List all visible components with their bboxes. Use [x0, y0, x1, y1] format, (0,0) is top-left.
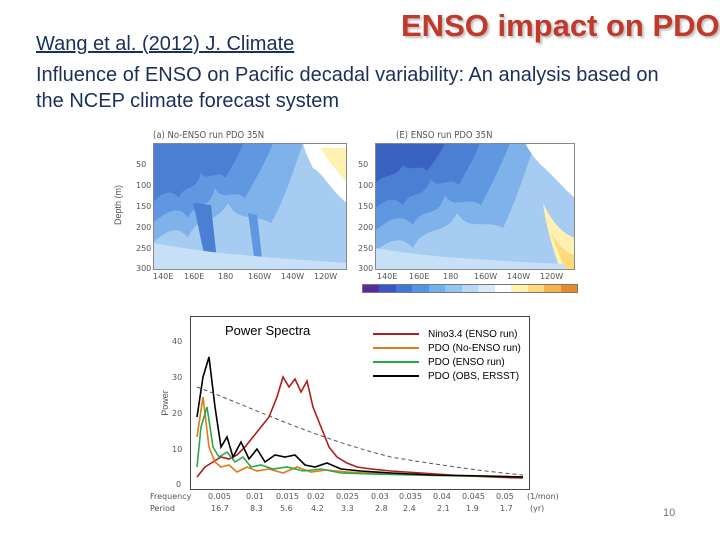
- panel-b-xtick: 180: [443, 272, 459, 281]
- freq-tick: 0.015: [276, 492, 299, 501]
- panel-a-ytick: 50: [136, 160, 147, 169]
- period-tick: 2.4: [403, 504, 416, 513]
- spectra-title: Power Spectra: [225, 323, 311, 338]
- period-tick: 2.1: [437, 504, 450, 513]
- page-number: 10: [663, 507, 676, 519]
- colorbar-swatch: [363, 285, 380, 292]
- colorbar-swatch: [511, 285, 528, 292]
- colorbar-swatch: [412, 285, 429, 292]
- legend-entry: PDO (ENSO run): [373, 355, 521, 369]
- period-tick: 3.3: [341, 504, 354, 513]
- freq-tick: 0.04: [433, 492, 451, 501]
- freq-tick: 0.025: [336, 492, 359, 501]
- panel-b-xtick: 140W: [507, 272, 531, 281]
- panel-b-title: (E) ENSO run PDO 35N: [396, 130, 493, 141]
- panel-b-xtick: 160E: [409, 272, 430, 281]
- period-tick: 2.8: [375, 504, 388, 513]
- spectra-ytick: 0: [176, 480, 182, 489]
- panel-b-xtick: 120W: [540, 272, 564, 281]
- period-tick: 4.2: [311, 504, 324, 513]
- spectra-curves: [196, 356, 524, 479]
- legend-swatch: [373, 361, 419, 363]
- panel-a-ytick: 250: [136, 244, 152, 253]
- period-tick: 5.6: [280, 504, 293, 513]
- panel-b-xtick: 160W: [474, 272, 498, 281]
- panel-a-contour-map: [153, 143, 347, 270]
- period-tick: 16.7: [211, 504, 229, 513]
- colorbar-swatch: [494, 285, 512, 292]
- colorbar-swatch: [379, 285, 396, 292]
- freq-tick: 0.035: [399, 492, 422, 501]
- colorbar: [362, 284, 578, 293]
- spectra-ytick: 10: [172, 445, 183, 454]
- spectra-ylabel: Power: [159, 390, 170, 416]
- pdo-no-enso-curve: [196, 396, 524, 478]
- colorbar-swatch: [395, 285, 413, 292]
- frequency-label: Frequency: [150, 492, 192, 501]
- panel-a-xtick: 160W: [248, 272, 272, 281]
- panel-b-contour-map: [375, 143, 575, 270]
- spectra-ytick: 20: [172, 409, 183, 418]
- panel-a-xtick: 180: [218, 272, 234, 281]
- freq-tick: 0.02: [307, 492, 325, 501]
- citation: Wang et al. (2012) J. Climate: [36, 33, 295, 55]
- legend-swatch: [373, 347, 419, 349]
- panel-b-xtick: 140E: [377, 272, 398, 281]
- freq-tick: 0.03: [371, 492, 389, 501]
- slide-subtitle: Influence of ENSO on Pacific decadal var…: [36, 64, 659, 112]
- panel-a-ytick: 300: [136, 264, 152, 273]
- period-tick: 1.7: [500, 504, 513, 513]
- panel-a-xtick: 140E: [153, 272, 174, 281]
- colorbar-swatch: [527, 285, 545, 292]
- colorbar-swatch: [428, 285, 446, 292]
- power-spectra-plot: [190, 316, 530, 490]
- colorbar-swatch: [560, 285, 578, 292]
- panel-a-ytick: 150: [136, 202, 152, 211]
- panel-b-ytick: 150: [358, 202, 374, 211]
- colorbar-swatch: [544, 285, 561, 292]
- panel-a-xtick: 160E: [184, 272, 205, 281]
- colorbar-swatch: [478, 285, 495, 292]
- spectra-legend: Nino3.4 (ENSO run) PDO (No-ENSO run) PDO…: [373, 327, 521, 383]
- nino34-curve: [196, 375, 524, 479]
- legend-label: PDO (OBS, ERSST): [428, 370, 520, 382]
- spectra-ytick: 40: [172, 337, 183, 346]
- legend-entry: PDO (No-ENSO run): [373, 341, 521, 355]
- freq-tick: 0.005: [208, 492, 231, 501]
- legend-label: Nino3.4 (ENSO run): [428, 328, 518, 340]
- panel-b-ytick: 100: [358, 181, 374, 190]
- freq-tick: 0.01: [246, 492, 264, 501]
- period-label: Period: [150, 504, 175, 513]
- period-tick: 8.3: [250, 504, 263, 513]
- legend-entry: PDO (OBS, ERSST): [373, 369, 521, 383]
- slide-title: ENSO impact on PDO: [401, 8, 720, 43]
- colorbar-swatch: [445, 285, 462, 292]
- period-tick: 1.9: [466, 504, 479, 513]
- panel-a-xtick: 120W: [314, 272, 338, 281]
- legend-swatch: [373, 333, 419, 335]
- legend-entry: Nino3.4 (ENSO run): [373, 327, 521, 341]
- panel-b-ytick: 300: [358, 264, 374, 273]
- panel-a-ylabel: Depth (m): [113, 184, 124, 226]
- panel-a-ytick: 200: [136, 223, 152, 232]
- panel-b-ytick: 50: [358, 160, 369, 169]
- legend-swatch: [373, 375, 419, 377]
- spectra-ytick: 30: [172, 373, 183, 382]
- period-unit: (yr): [530, 504, 545, 513]
- freq-unit: (1/mon): [527, 492, 559, 501]
- panel-a-ytick: 100: [136, 181, 152, 190]
- panel-a-xtick: 140W: [281, 272, 305, 281]
- pdo-obs-curve: [196, 356, 524, 478]
- pdo-enso-curve: [196, 406, 524, 478]
- red-noise-reference-curve: [196, 386, 524, 476]
- freq-tick: 0.05: [496, 492, 514, 501]
- panel-a-title: (a) No-ENSO run PDO 35N: [153, 130, 265, 141]
- colorbar-swatch: [461, 285, 479, 292]
- freq-tick: 0.045: [462, 492, 485, 501]
- legend-label: PDO (ENSO run): [428, 356, 505, 368]
- legend-label: PDO (No-ENSO run): [428, 342, 521, 354]
- panel-b-ytick: 250: [358, 244, 374, 253]
- panel-b-ytick: 200: [358, 223, 374, 232]
